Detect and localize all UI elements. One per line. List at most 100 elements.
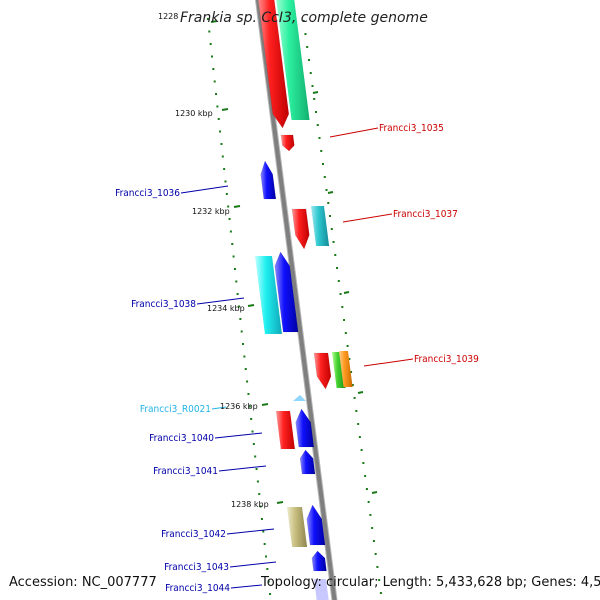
tick-dot bbox=[348, 358, 351, 360]
tick-dot bbox=[213, 80, 216, 83]
tick-dot bbox=[378, 579, 381, 581]
gene-label: Francci3_1036 bbox=[115, 188, 180, 199]
tick-dot bbox=[379, 592, 382, 594]
tick-dot bbox=[371, 527, 374, 529]
tick-dot bbox=[247, 393, 250, 395]
tick-dot bbox=[263, 543, 266, 545]
gene-arrow-blue bbox=[311, 550, 327, 572]
tick-dot bbox=[228, 218, 231, 220]
tick-dot bbox=[343, 319, 346, 321]
tick-dot bbox=[215, 93, 218, 95]
tick-dot bbox=[362, 462, 365, 464]
tick-dot bbox=[251, 430, 254, 433]
tick-dash bbox=[371, 491, 378, 494]
tick-dot bbox=[223, 168, 226, 170]
tick-dot bbox=[351, 384, 354, 386]
tick-dot bbox=[318, 137, 321, 139]
gene-arrow-blue bbox=[306, 504, 326, 546]
tick-dash bbox=[327, 191, 334, 194]
tick-dot bbox=[239, 318, 242, 320]
gene-leader-line bbox=[363, 358, 414, 367]
tick-dot bbox=[330, 228, 333, 230]
tick-dot bbox=[344, 332, 347, 334]
gene-label: Francci3_1043 bbox=[164, 562, 229, 573]
tick-dot bbox=[235, 280, 238, 283]
tick-dot bbox=[240, 330, 243, 333]
gene-leader-line bbox=[196, 297, 245, 305]
tick-dot bbox=[337, 280, 340, 282]
tick-dash bbox=[233, 205, 241, 208]
tick-dot bbox=[236, 293, 239, 295]
gene-rna-cyan bbox=[293, 395, 306, 401]
tick-dot bbox=[264, 555, 267, 558]
gene-leader-line bbox=[218, 465, 267, 472]
tick-dot bbox=[355, 410, 358, 412]
tick-dot bbox=[374, 553, 377, 555]
tick-dot bbox=[262, 530, 265, 533]
tick-dot bbox=[255, 468, 258, 470]
tick-label: 1236 kbp bbox=[220, 402, 258, 411]
tick-label: 1230 kbp bbox=[175, 109, 213, 118]
tick-dot bbox=[353, 397, 356, 399]
genome-title: Frankia sp. CcI3, complete genome bbox=[180, 10, 428, 26]
tick-dot bbox=[217, 118, 220, 120]
tick-dot bbox=[258, 493, 261, 495]
tick-dot bbox=[243, 355, 246, 358]
tick-dot bbox=[302, 20, 305, 22]
tick-dot bbox=[256, 480, 259, 483]
gene-bar-lightblue bbox=[314, 579, 329, 600]
tick-dash bbox=[261, 403, 269, 406]
tick-dot bbox=[323, 176, 326, 178]
tick-dot bbox=[334, 254, 337, 256]
tick-dot bbox=[339, 293, 342, 295]
tick-dot bbox=[208, 30, 211, 33]
tick-dot bbox=[365, 488, 368, 490]
gene-arrow-red bbox=[313, 352, 332, 390]
tick-dot bbox=[304, 33, 307, 35]
tick-dot bbox=[346, 345, 349, 347]
tick-dot bbox=[341, 306, 344, 308]
tick-dot bbox=[224, 180, 227, 183]
gene-arrow-blue bbox=[295, 408, 315, 448]
tick-dot bbox=[336, 267, 339, 269]
genome-summary-text: Topology: circular; Length: 5,433,628 bp… bbox=[261, 575, 600, 590]
tick-dash bbox=[247, 304, 255, 307]
gene-leader-line bbox=[342, 213, 393, 223]
backbone-line bbox=[255, 0, 337, 600]
gene-bar-teal bbox=[311, 206, 330, 246]
tick-dot bbox=[309, 72, 312, 74]
gene-leader-line bbox=[229, 561, 277, 568]
tick-dot bbox=[206, 18, 209, 20]
gene-label: Francci3_1035 bbox=[379, 123, 444, 134]
tick-dot bbox=[369, 514, 372, 516]
tick-label: 1228 bbox=[158, 12, 178, 21]
gene-arrow-blue bbox=[274, 251, 299, 333]
tick-dot bbox=[231, 243, 234, 245]
tick-dot bbox=[372, 540, 375, 542]
tick-dot bbox=[248, 405, 251, 408]
tick-label: 1232 kbp bbox=[192, 207, 230, 216]
tick-dot bbox=[316, 124, 319, 126]
gene-leader-line bbox=[214, 432, 263, 439]
tick-dot bbox=[225, 193, 228, 195]
tick-dot bbox=[252, 443, 255, 445]
tick-dot bbox=[360, 449, 363, 451]
tick-dot bbox=[259, 505, 262, 508]
tick-dot bbox=[327, 202, 330, 204]
tick-dash bbox=[221, 108, 229, 111]
tick-dot bbox=[242, 343, 245, 345]
gene-label: Francci3_1038 bbox=[131, 299, 196, 310]
tick-dot bbox=[219, 130, 222, 133]
gene-arrow-red bbox=[291, 208, 310, 250]
gene-label: Francci3_1042 bbox=[161, 529, 226, 540]
tick-dot bbox=[244, 368, 247, 370]
tick-dot bbox=[350, 371, 353, 373]
tick-dash bbox=[312, 91, 319, 94]
tick-dot bbox=[232, 255, 235, 258]
gene-leader-line bbox=[211, 406, 227, 410]
tick-dot bbox=[364, 475, 367, 477]
tick-dot bbox=[325, 189, 328, 191]
tick-dot bbox=[311, 85, 314, 87]
